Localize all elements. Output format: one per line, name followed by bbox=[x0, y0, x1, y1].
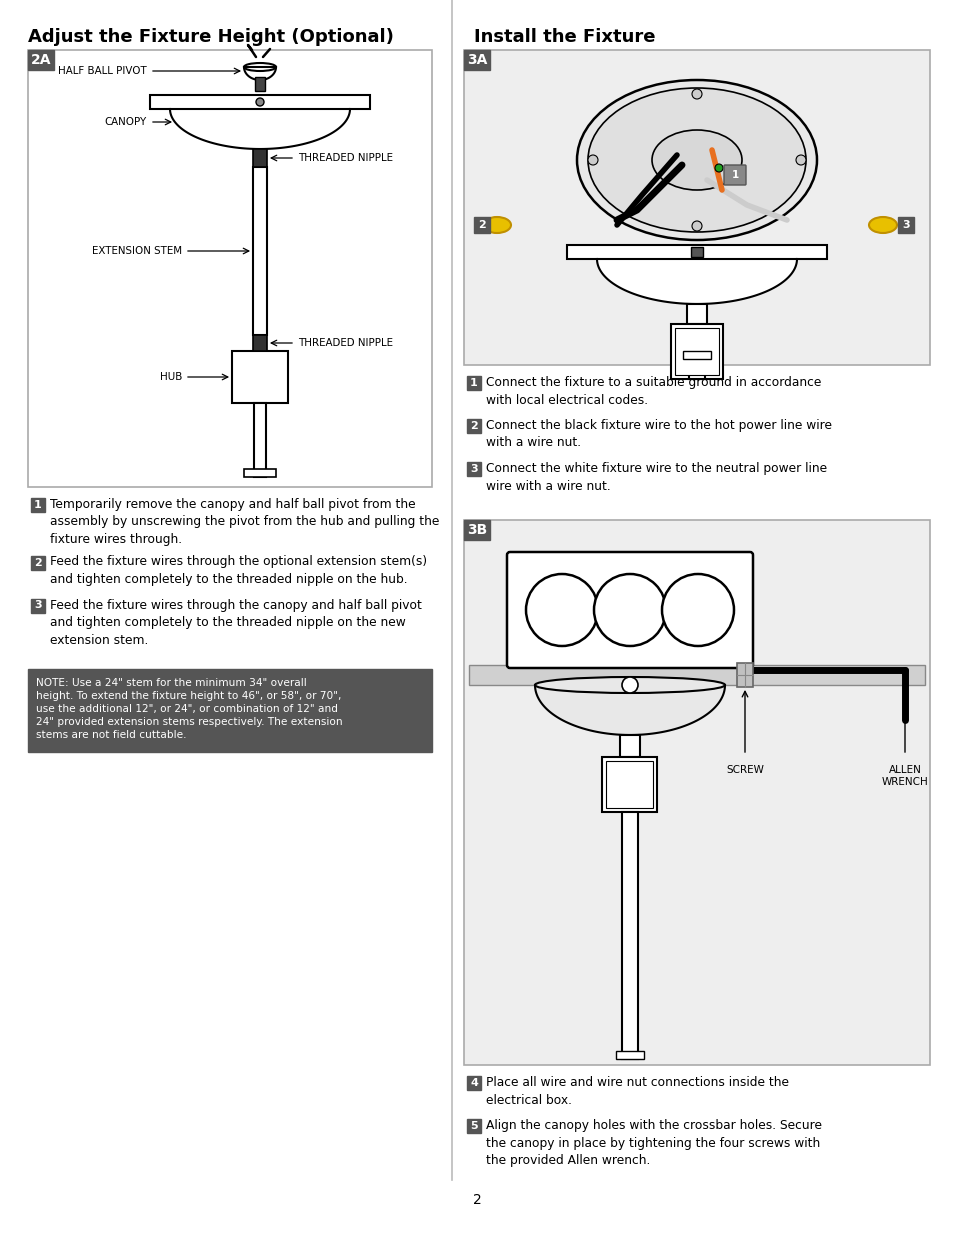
Ellipse shape bbox=[587, 88, 805, 232]
FancyBboxPatch shape bbox=[474, 217, 490, 233]
Text: THREADED NIPPLE: THREADED NIPPLE bbox=[297, 153, 393, 163]
Circle shape bbox=[621, 677, 638, 693]
Ellipse shape bbox=[244, 63, 275, 70]
FancyBboxPatch shape bbox=[253, 149, 267, 167]
Text: THREADED NIPPLE: THREADED NIPPLE bbox=[297, 338, 393, 348]
Text: Connect the fixture to a suitable ground in accordance
with local electrical cod: Connect the fixture to a suitable ground… bbox=[485, 375, 821, 406]
Text: HALF BALL PIVOT: HALF BALL PIVOT bbox=[58, 65, 147, 77]
Text: CANOPY: CANOPY bbox=[105, 117, 147, 127]
Text: 3: 3 bbox=[902, 220, 909, 230]
Text: 2: 2 bbox=[472, 1193, 481, 1207]
Text: 1: 1 bbox=[34, 500, 42, 510]
FancyBboxPatch shape bbox=[682, 351, 710, 359]
Text: Align the canopy holes with the crossbar holes. Secure
the canopy in place by ti: Align the canopy holes with the crossbar… bbox=[485, 1119, 821, 1167]
Text: 3B: 3B bbox=[466, 522, 487, 537]
Text: 3: 3 bbox=[34, 600, 42, 610]
Text: 2: 2 bbox=[34, 557, 42, 568]
FancyBboxPatch shape bbox=[463, 49, 490, 70]
FancyBboxPatch shape bbox=[897, 217, 913, 233]
FancyBboxPatch shape bbox=[253, 167, 267, 335]
Circle shape bbox=[594, 574, 665, 646]
Circle shape bbox=[525, 574, 598, 646]
FancyBboxPatch shape bbox=[602, 757, 657, 811]
FancyBboxPatch shape bbox=[244, 469, 275, 477]
Text: Feed the fixture wires through the canopy and half ball pivot
and tighten comple: Feed the fixture wires through the canop… bbox=[50, 599, 421, 646]
Text: Place all wire and wire nut connections inside the
electrical box.: Place all wire and wire nut connections … bbox=[485, 1076, 788, 1107]
FancyBboxPatch shape bbox=[670, 324, 722, 379]
FancyBboxPatch shape bbox=[737, 663, 752, 687]
Text: Temporarily remove the canopy and half ball pivot from the
assembly by unscrewin: Temporarily remove the canopy and half b… bbox=[50, 498, 439, 546]
FancyBboxPatch shape bbox=[467, 462, 480, 475]
Text: EXTENSION STEM: EXTENSION STEM bbox=[91, 246, 182, 256]
FancyBboxPatch shape bbox=[463, 520, 929, 1065]
FancyBboxPatch shape bbox=[566, 245, 826, 259]
Polygon shape bbox=[244, 67, 275, 80]
FancyBboxPatch shape bbox=[254, 77, 265, 91]
FancyBboxPatch shape bbox=[28, 669, 432, 752]
Text: 3A: 3A bbox=[466, 53, 487, 67]
FancyBboxPatch shape bbox=[675, 329, 719, 375]
FancyBboxPatch shape bbox=[150, 95, 370, 109]
FancyBboxPatch shape bbox=[621, 811, 638, 1058]
FancyBboxPatch shape bbox=[616, 1051, 643, 1058]
Text: 3: 3 bbox=[470, 464, 477, 474]
Text: 2: 2 bbox=[477, 220, 485, 230]
FancyBboxPatch shape bbox=[723, 165, 745, 185]
FancyBboxPatch shape bbox=[467, 1076, 480, 1091]
FancyBboxPatch shape bbox=[469, 664, 924, 685]
Text: SCREW: SCREW bbox=[725, 764, 763, 776]
FancyBboxPatch shape bbox=[30, 599, 45, 613]
Text: 4: 4 bbox=[470, 1078, 477, 1088]
FancyBboxPatch shape bbox=[463, 520, 490, 540]
Circle shape bbox=[661, 574, 733, 646]
FancyBboxPatch shape bbox=[506, 552, 752, 668]
Circle shape bbox=[691, 221, 701, 231]
Circle shape bbox=[714, 164, 722, 172]
Text: 1: 1 bbox=[731, 170, 738, 180]
Circle shape bbox=[795, 156, 805, 165]
Polygon shape bbox=[170, 109, 350, 149]
Text: Adjust the Fixture Height (Optional): Adjust the Fixture Height (Optional) bbox=[28, 28, 394, 46]
Ellipse shape bbox=[577, 80, 816, 240]
Text: Connect the white fixture wire to the neutral power line
wire with a wire nut.: Connect the white fixture wire to the ne… bbox=[485, 462, 826, 493]
FancyBboxPatch shape bbox=[253, 403, 266, 477]
Ellipse shape bbox=[482, 217, 511, 233]
Circle shape bbox=[255, 98, 264, 106]
FancyBboxPatch shape bbox=[30, 498, 45, 513]
Ellipse shape bbox=[651, 130, 741, 190]
FancyBboxPatch shape bbox=[686, 304, 706, 324]
Ellipse shape bbox=[535, 677, 724, 693]
Circle shape bbox=[691, 89, 701, 99]
Text: 2A: 2A bbox=[30, 53, 51, 67]
Polygon shape bbox=[535, 685, 724, 735]
FancyBboxPatch shape bbox=[28, 49, 432, 487]
Text: 5: 5 bbox=[470, 1121, 477, 1131]
FancyBboxPatch shape bbox=[606, 761, 653, 808]
FancyBboxPatch shape bbox=[467, 375, 480, 390]
FancyBboxPatch shape bbox=[688, 359, 704, 379]
FancyBboxPatch shape bbox=[467, 1119, 480, 1132]
Text: HUB: HUB bbox=[159, 372, 182, 382]
Text: Install the Fixture: Install the Fixture bbox=[474, 28, 655, 46]
FancyBboxPatch shape bbox=[467, 419, 480, 433]
Polygon shape bbox=[597, 259, 796, 304]
Ellipse shape bbox=[868, 217, 896, 233]
Text: Feed the fixture wires through the optional extension stem(s)
and tighten comple: Feed the fixture wires through the optio… bbox=[50, 556, 427, 585]
Text: ALLEN
WRENCH: ALLEN WRENCH bbox=[881, 764, 927, 787]
Circle shape bbox=[587, 156, 598, 165]
FancyBboxPatch shape bbox=[232, 351, 288, 403]
FancyBboxPatch shape bbox=[253, 335, 267, 351]
Text: 1: 1 bbox=[470, 378, 477, 388]
FancyBboxPatch shape bbox=[690, 247, 702, 257]
Text: NOTE: Use a 24" stem for the minimum 34" overall
height. To extend the fixture h: NOTE: Use a 24" stem for the minimum 34"… bbox=[36, 678, 342, 740]
Text: Connect the black fixture wire to the hot power line wire
with a wire nut.: Connect the black fixture wire to the ho… bbox=[485, 419, 831, 450]
FancyBboxPatch shape bbox=[619, 735, 639, 757]
FancyBboxPatch shape bbox=[30, 556, 45, 569]
FancyBboxPatch shape bbox=[28, 49, 54, 70]
FancyBboxPatch shape bbox=[463, 49, 929, 366]
Text: 2: 2 bbox=[470, 421, 477, 431]
